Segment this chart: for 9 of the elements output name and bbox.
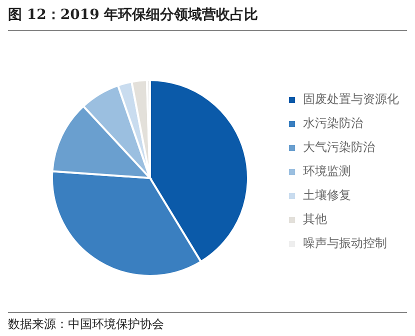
legend-label: 噪声与振动控制	[303, 236, 387, 250]
legend-label: 大气污染防治	[303, 140, 375, 154]
legend-label: 土壤修复	[303, 188, 351, 202]
chart-title: 图 12：2019 年环保细分领域营收占比	[8, 6, 407, 31]
legend-label: 固废处置与资源化	[303, 92, 399, 106]
legend-label: 其他	[303, 212, 327, 226]
legend-label: 环境监测	[303, 164, 351, 178]
source-note: 数据来源：中国环境保护协会	[8, 312, 407, 333]
legend-label: 水污染防治	[303, 116, 363, 130]
